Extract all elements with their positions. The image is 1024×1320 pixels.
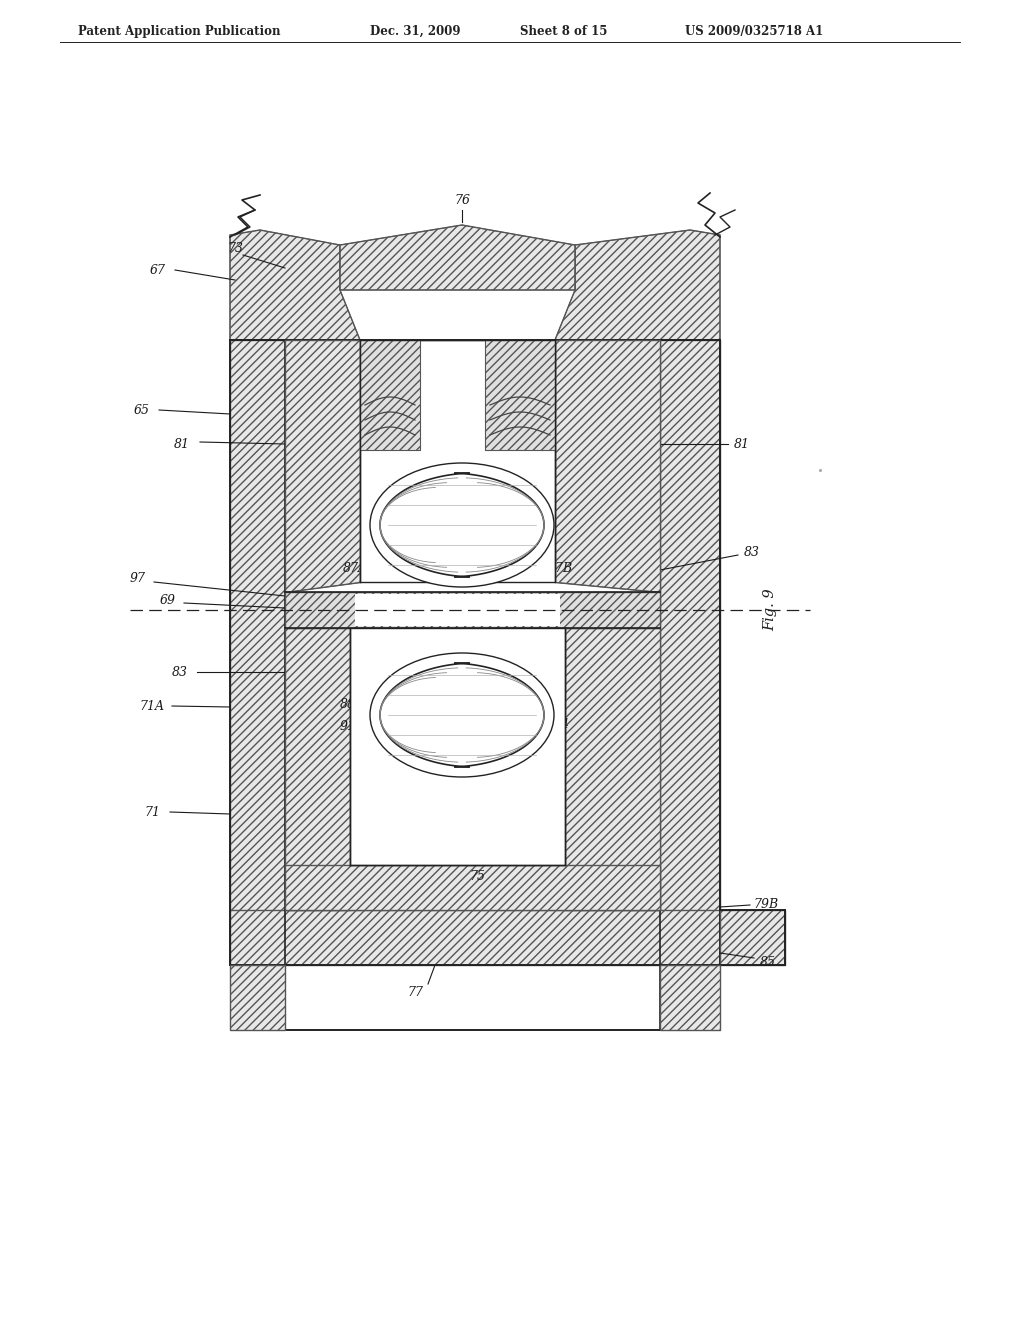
Text: 91: 91 [340, 721, 356, 734]
Bar [230, 341, 720, 965]
Text: 71A: 71A [139, 700, 165, 713]
Text: Patent Application Publication: Patent Application Publication [78, 25, 281, 38]
Polygon shape [230, 909, 720, 965]
Polygon shape [230, 965, 285, 1030]
Polygon shape [660, 341, 720, 965]
Polygon shape [720, 909, 785, 965]
Text: 95: 95 [492, 506, 508, 519]
Text: 69: 69 [160, 594, 176, 606]
Text: US 2009/0325718 A1: US 2009/0325718 A1 [685, 25, 823, 38]
Polygon shape [350, 628, 565, 865]
Polygon shape [360, 341, 420, 450]
Text: 81: 81 [174, 437, 190, 450]
Polygon shape [485, 341, 555, 450]
Polygon shape [285, 865, 660, 909]
Ellipse shape [370, 653, 554, 777]
Text: 73: 73 [227, 242, 243, 255]
Text: 83: 83 [172, 665, 188, 678]
Text: 67: 67 [150, 264, 166, 276]
Text: 76: 76 [454, 194, 470, 206]
Polygon shape [555, 230, 720, 341]
Text: Sheet 8 of 15: Sheet 8 of 15 [520, 25, 607, 38]
Polygon shape [555, 341, 660, 591]
Text: 88: 88 [340, 698, 356, 711]
Polygon shape [230, 341, 285, 965]
Text: 83: 83 [744, 545, 760, 558]
Text: 81: 81 [734, 438, 750, 451]
Text: 65: 65 [134, 404, 150, 417]
Polygon shape [360, 341, 555, 582]
Polygon shape [285, 591, 660, 628]
Text: 97: 97 [130, 572, 146, 585]
Polygon shape [660, 965, 720, 1030]
Text: 87B: 87B [548, 561, 572, 574]
Text: 84: 84 [554, 718, 570, 730]
Polygon shape [355, 594, 560, 626]
Ellipse shape [370, 463, 554, 587]
Text: 79B: 79B [754, 899, 778, 912]
Polygon shape [340, 224, 575, 290]
Polygon shape [285, 341, 360, 591]
Text: 75: 75 [469, 870, 485, 883]
Text: Dec. 31, 2009: Dec. 31, 2009 [370, 25, 461, 38]
Text: 71: 71 [144, 805, 160, 818]
Polygon shape [565, 628, 660, 909]
Text: 87A: 87A [342, 561, 368, 574]
Text: 85: 85 [760, 956, 776, 969]
Polygon shape [285, 628, 350, 909]
Polygon shape [230, 230, 360, 341]
Text: Fig. 9: Fig. 9 [763, 589, 777, 631]
Text: 77: 77 [407, 986, 423, 998]
